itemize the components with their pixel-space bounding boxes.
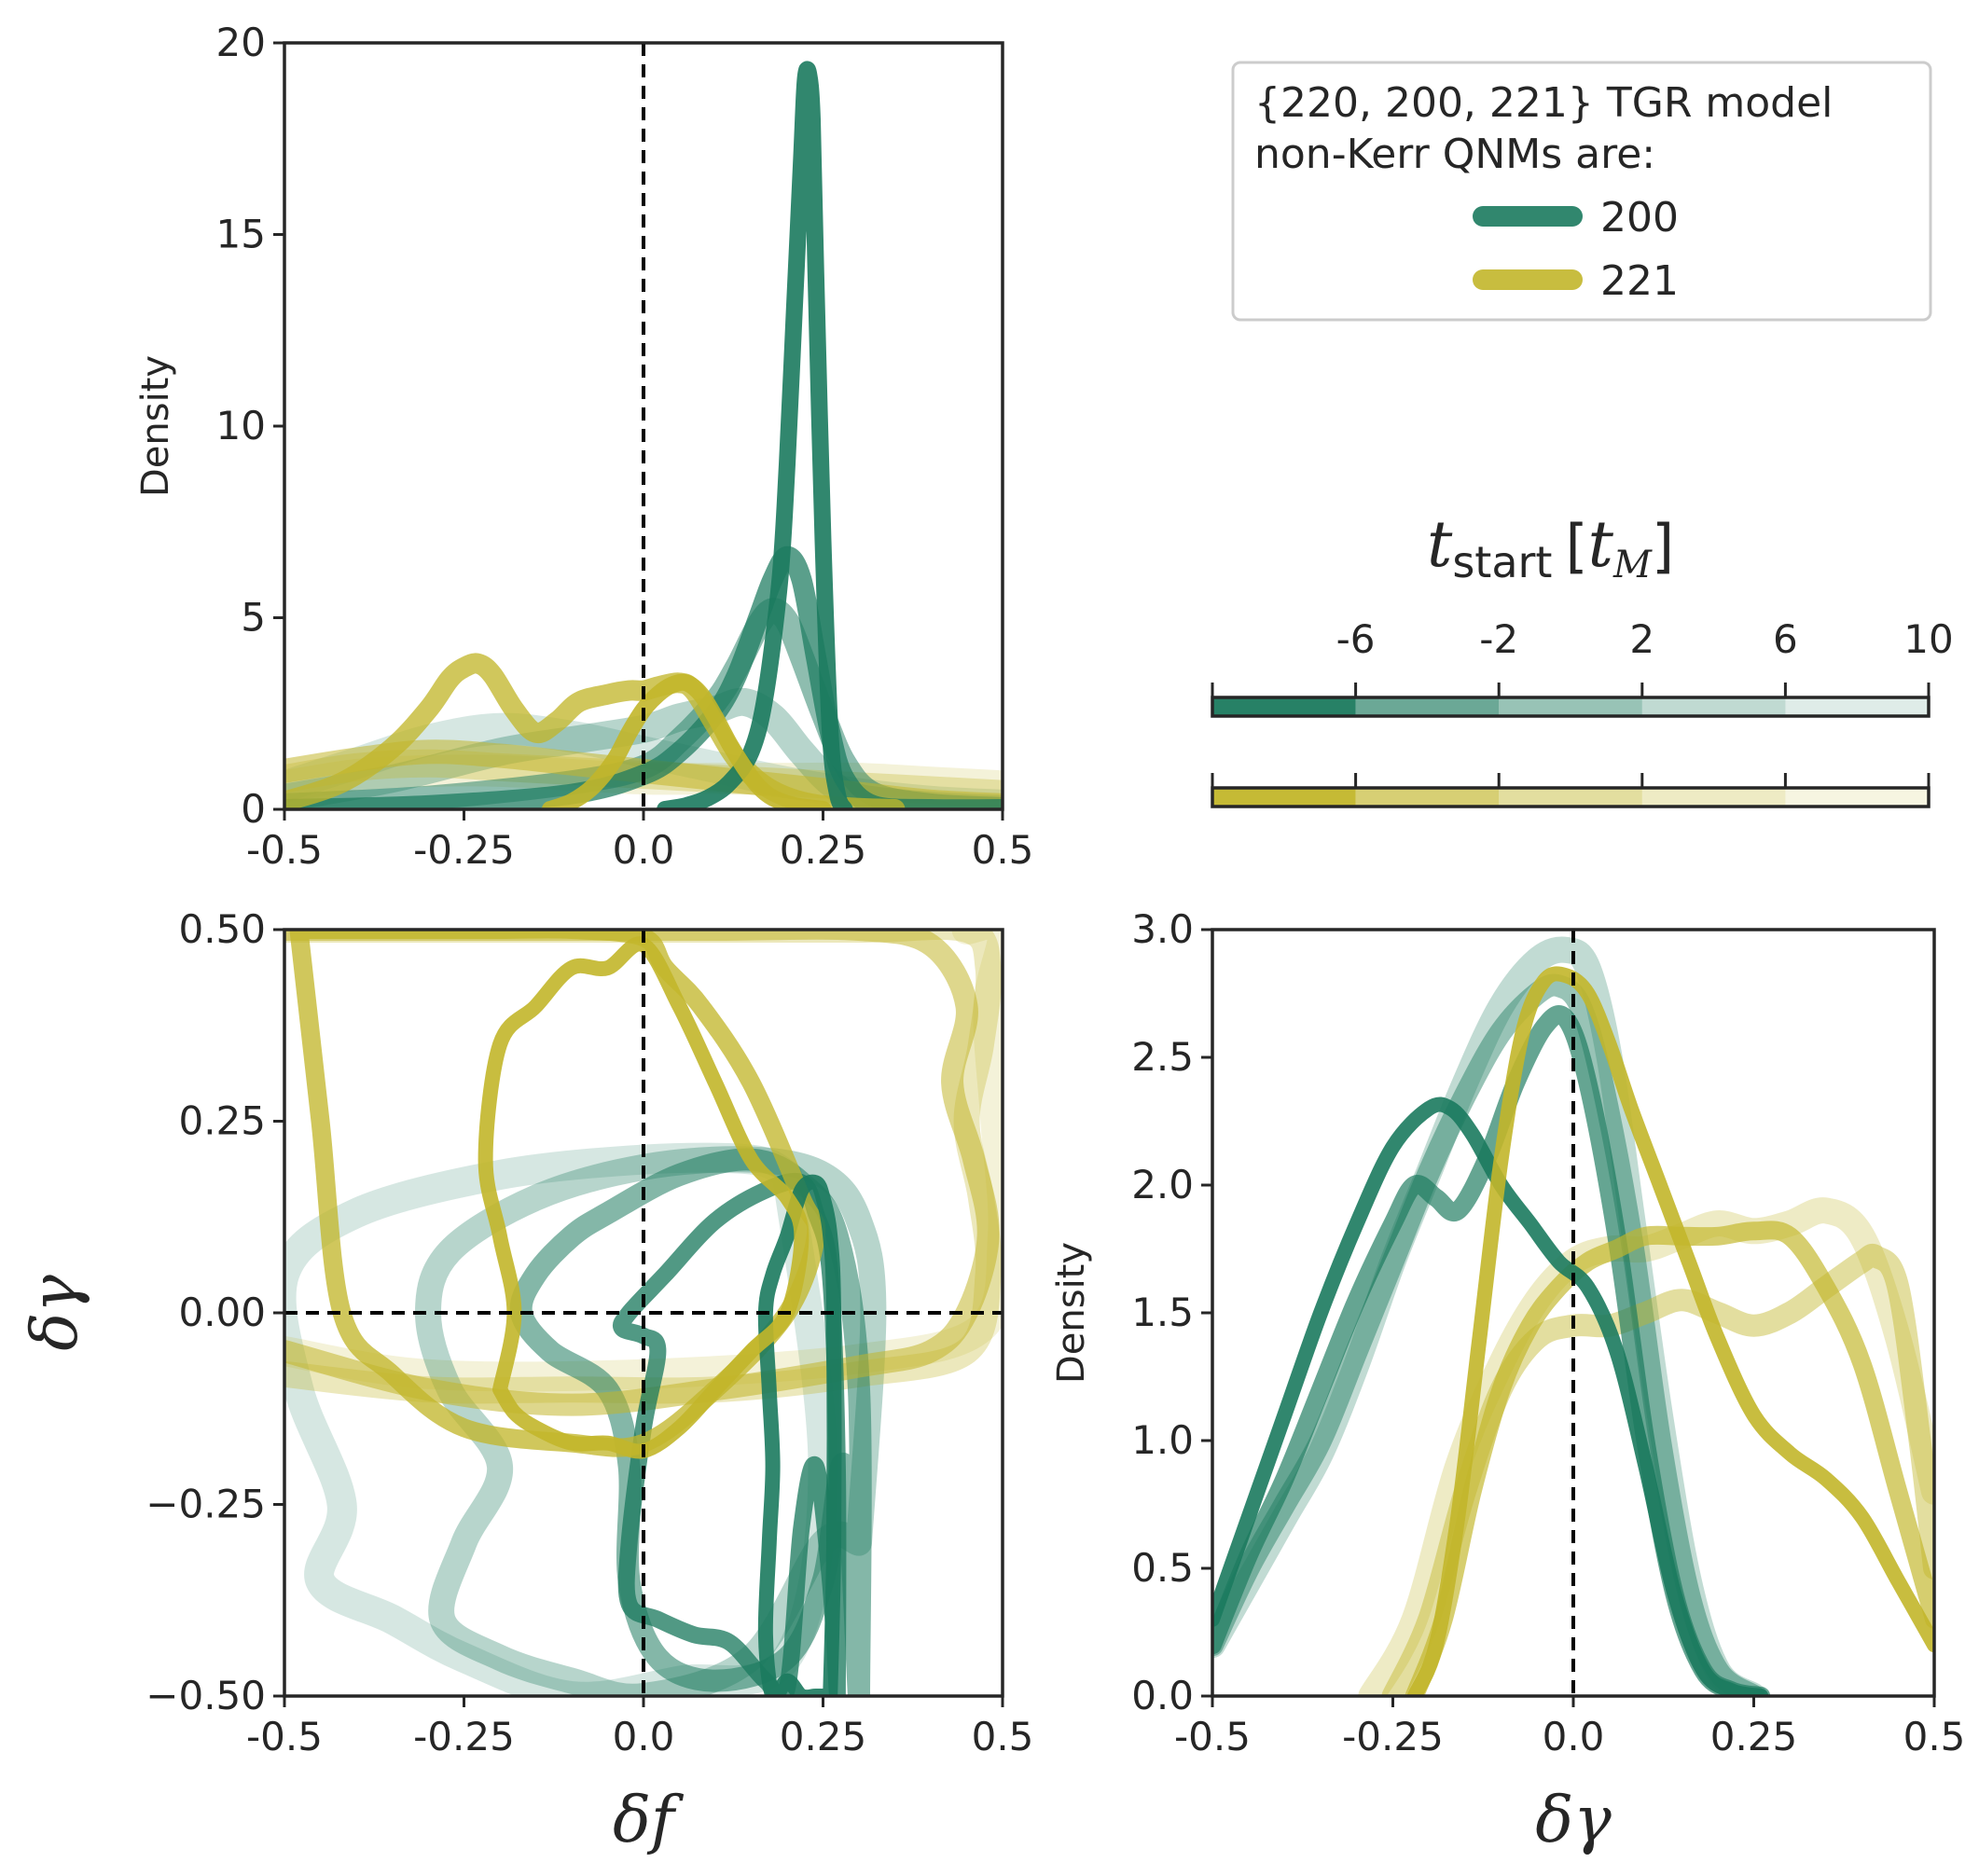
tl-ytick-label: 5 [241, 595, 266, 641]
br-xtick-label: -0.5 [1174, 1714, 1251, 1759]
colorbar-200-segment [1355, 697, 1500, 716]
tl-ytick-label: 10 [216, 403, 266, 448]
bl-series-221-7 [284, 930, 1000, 1416]
top-left-density-panel: -0.5 -0.25 0.0 0.25 0.5 0 5 10 15 20 Density [134, 20, 1033, 873]
legend-box [1231, 61, 1932, 322]
bottom-left-contours [284, 930, 1003, 1696]
bl-xtick-label: 0.25 [780, 1714, 867, 1759]
legend-title-line2: non-Kerr QNMs are: [1254, 131, 1655, 178]
colorbar-200-segment [1499, 697, 1642, 716]
br-series-200-3 [1212, 936, 1767, 1696]
colorbar-200-segment [1785, 697, 1929, 716]
tl-ytick-label: 0 [241, 786, 266, 832]
legend: {220, 200, 221} TGR model non-Kerr QNMs … [1231, 61, 1932, 322]
colorbar-200 [1211, 683, 1931, 718]
colorbar-200-segment [1641, 697, 1786, 716]
bottom-left-xlabel: δf [613, 1784, 685, 1857]
colorbar-221 [1211, 773, 1931, 808]
tl-xtick-label: 0.5 [972, 827, 1034, 873]
colorbar-221-segment [1785, 788, 1929, 807]
bottom-left-ticks: -0.5 -0.25 0.0 0.25 0.5 0.50 0.25 0.00 −0.25 −0.5… [145, 906, 1033, 1759]
colorbar-unit-close: ] [1652, 512, 1674, 580]
br-xtick-label: 0.5 [1903, 1714, 1966, 1759]
top-left-curves [284, 61, 1003, 809]
br-ytick-label: 1.5 [1131, 1290, 1194, 1335]
br-ytick-label: 2.0 [1131, 1162, 1194, 1207]
legend-title-line1: {220, 200, 221} TGR model [1254, 79, 1833, 127]
bl-series-221-5 [477, 936, 810, 1459]
colorbar-label-sub: start [1452, 537, 1552, 587]
colorbar-221-segment [1212, 788, 1356, 807]
bl-ytick-label: −0.50 [145, 1673, 266, 1718]
colorbar-unit-main: t [1588, 508, 1614, 582]
tl-xtick-label: 0.25 [780, 827, 867, 873]
colorbar-unit-sub: M [1612, 544, 1653, 586]
tl-xtick-label: -0.25 [413, 827, 515, 873]
bottom-left-reference-lines [284, 930, 1003, 1696]
bl-ytick-label: 0.50 [178, 906, 266, 952]
tl-xtick-label: -0.5 [246, 827, 323, 873]
colorbar-221-segment [1641, 788, 1786, 807]
tl-ytick-label: 20 [216, 20, 266, 65]
br-xtick-label: 0.0 [1543, 1714, 1605, 1759]
br-series-221-4 [1406, 966, 1934, 1696]
bl-xtick-label: 0.0 [613, 1714, 675, 1759]
br-ytick-label: 1.0 [1131, 1417, 1194, 1463]
bottom-left-joint-panel: -0.5 -0.25 0.0 0.25 0.5 0.50 0.25 0.00 −0.25 −0.5… [19, 906, 1033, 1857]
colorbar-label: tstart [tM] [1427, 508, 1674, 587]
bl-series-200-4 [284, 1142, 838, 1696]
bl-xtick-label: -0.5 [246, 1714, 323, 1759]
br-xtick-label: -0.25 [1342, 1714, 1444, 1759]
colorbars: tstart [tM] -6 -2 2 6 10 [1211, 508, 1954, 808]
br-ytick-label: 3.0 [1131, 906, 1194, 952]
colorbar-221-frame [1211, 786, 1931, 808]
bottom-right-xlabel: δγ [1535, 1784, 1612, 1857]
bl-ytick-label: 0.00 [178, 1290, 266, 1335]
colorbar-tick-label: -2 [1479, 616, 1518, 662]
bottom-right-ticks: -0.5 -0.25 0.0 0.25 0.5 0.0 0.5 1.0 1.5 2.0 2.5 3.0 [1131, 906, 1965, 1759]
bottom-right-curves [1212, 936, 1934, 1696]
top-left-ylabel: Density [134, 355, 177, 497]
bl-ytick-label: 0.25 [178, 1098, 266, 1144]
bl-series-221-9 [284, 930, 1003, 1392]
bottom-right-ylabel: Density [1050, 1242, 1093, 1384]
bl-xtick-label: 0.5 [972, 1714, 1034, 1759]
legend-label-221: 221 [1600, 257, 1679, 305]
legend-label-200: 200 [1600, 194, 1679, 241]
colorbar-tick-label: 10 [1903, 616, 1953, 662]
colorbar-tick-label: 6 [1773, 616, 1798, 662]
bl-xtick-label: -0.25 [413, 1714, 515, 1759]
colorbar-unit-open: [ [1565, 512, 1587, 580]
top-left-ticks: -0.5 -0.25 0.0 0.25 0.5 0 5 10 15 20 [216, 20, 1034, 873]
bl-ytick-label: −0.25 [145, 1482, 266, 1527]
br-ytick-label: 0.0 [1131, 1673, 1194, 1718]
colorbar-200-frame [1211, 696, 1931, 718]
bottom-right-density-panel: -0.5 -0.25 0.0 0.25 0.5 0.0 0.5 1.0 1.5 2.0 2.5 3.0… [1050, 906, 1965, 1857]
bottom-left-ylabel: δγ [19, 1275, 92, 1351]
colorbar-221-segment [1499, 788, 1642, 807]
tl-xtick-label: 0.0 [613, 827, 675, 873]
colorbar-tick-labels: -6 -2 2 6 10 [1336, 616, 1954, 662]
tl-series-221-5 [541, 673, 832, 809]
colorbar-200-segment [1212, 697, 1356, 716]
colorbar-tick-label: -6 [1336, 616, 1376, 662]
tl-ytick-label: 15 [216, 212, 266, 257]
colorbar-label-main: t [1427, 508, 1453, 582]
br-xtick-label: 0.25 [1710, 1714, 1798, 1759]
br-ytick-label: 2.5 [1131, 1034, 1194, 1080]
colorbar-tick-label: 2 [1629, 616, 1654, 662]
br-ytick-label: 0.5 [1131, 1545, 1194, 1591]
colorbar-221-segment [1355, 788, 1500, 807]
br-series-221-5 [1405, 1221, 1934, 1696]
